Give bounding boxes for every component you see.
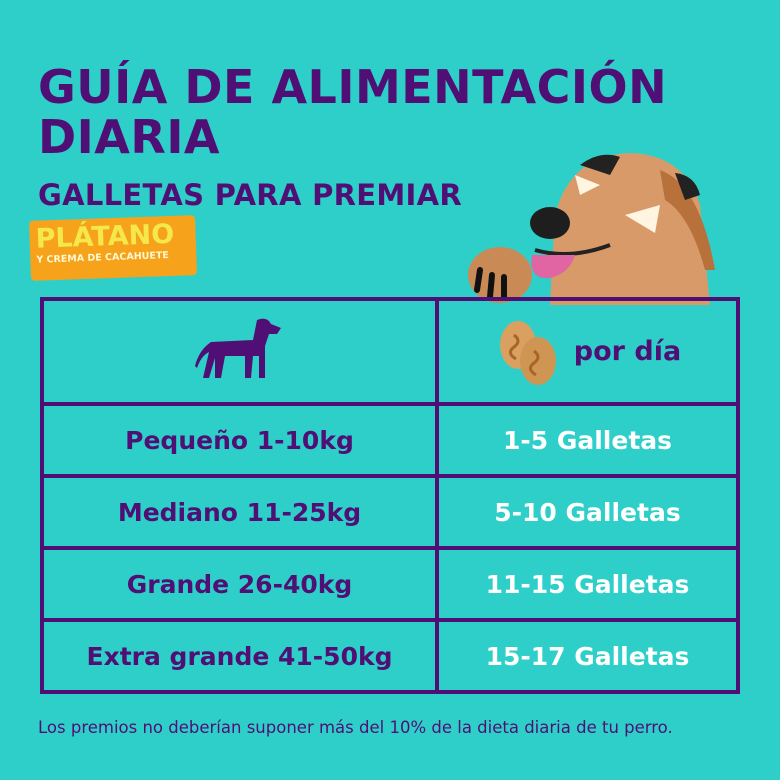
feeding-table: por día Pequeño 1-10kg 1-5 Galletas Media… xyxy=(40,297,740,694)
title-line: GUÍA DE ALIMENTACIÓN xyxy=(38,60,668,114)
dog-silhouette-icon xyxy=(194,318,281,378)
table-header-row: por día xyxy=(40,297,740,406)
per-day-label: por día xyxy=(573,336,682,367)
table-row: Mediano 11-25kg 5-10 Galletas xyxy=(40,474,740,550)
amount-cell: 15-17 Galletas xyxy=(435,618,740,694)
footer-note: Los premios no deberían suponer más del … xyxy=(38,718,673,737)
size-cell: Mediano 11-25kg xyxy=(40,474,439,550)
title-line: DIARIA xyxy=(38,110,221,164)
dog-size-header xyxy=(40,297,439,406)
page-title: GUÍA DE ALIMENTACIÓN DIARIA xyxy=(38,62,667,162)
amount-cell: 11-15 Galletas xyxy=(435,546,740,622)
table-row: Pequeño 1-10kg 1-5 Galletas xyxy=(40,402,740,478)
dog-illustration xyxy=(468,153,715,305)
subtitle: GALLETAS PARA PREMIAR xyxy=(38,178,462,212)
biscuit-icon xyxy=(499,320,556,385)
per-day-header: por día xyxy=(435,297,740,406)
size-cell: Extra grande 41-50kg xyxy=(40,618,439,694)
amount-cell: 5-10 Galletas xyxy=(435,474,740,550)
table-row: Grande 26-40kg 11-15 Galletas xyxy=(40,546,740,622)
size-cell: Grande 26-40kg xyxy=(40,546,439,622)
flavor-badge: PLÁTANO Y CREMA DE CACAHUETE xyxy=(29,215,197,281)
table-row: Extra grande 41-50kg 15-17 Galletas xyxy=(40,618,740,694)
amount-cell: 1-5 Galletas xyxy=(435,402,740,478)
size-cell: Pequeño 1-10kg xyxy=(40,402,439,478)
